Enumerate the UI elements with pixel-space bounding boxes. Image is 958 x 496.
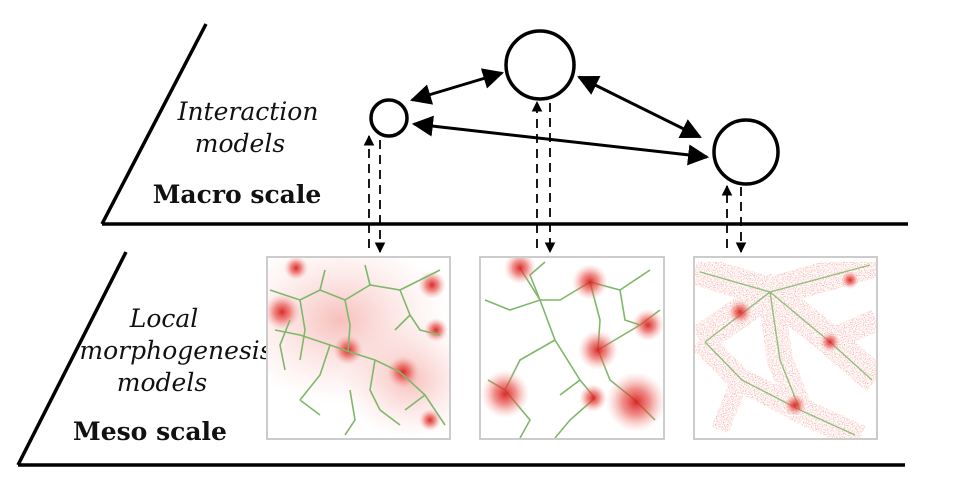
macro-node-small	[369, 98, 409, 138]
local-models-label-line2: morphogenesis	[79, 336, 272, 365]
meso-panel-1	[266, 256, 451, 440]
interaction-arrow-small-medium	[411, 115, 710, 166]
macro-node-large	[504, 29, 576, 101]
macro-node-medium	[712, 118, 780, 186]
local-models-label-line1: Local	[129, 304, 199, 333]
macro-scale-label: Macro scale	[153, 180, 322, 209]
macro-plane	[100, 23, 908, 226]
meso-panel-3	[693, 256, 878, 440]
interaction-models-label-line1: Interaction	[177, 97, 319, 126]
interaction-models-label-line2: models	[195, 129, 285, 158]
local-models-label-line3: models	[117, 368, 207, 397]
meso-plane	[16, 251, 905, 467]
interaction-arrow-large-medium	[577, 75, 702, 139]
meso-panel-2	[479, 256, 665, 440]
meso-scale-label: Meso scale	[73, 417, 227, 446]
interaction-arrow-small-large	[409, 68, 505, 105]
